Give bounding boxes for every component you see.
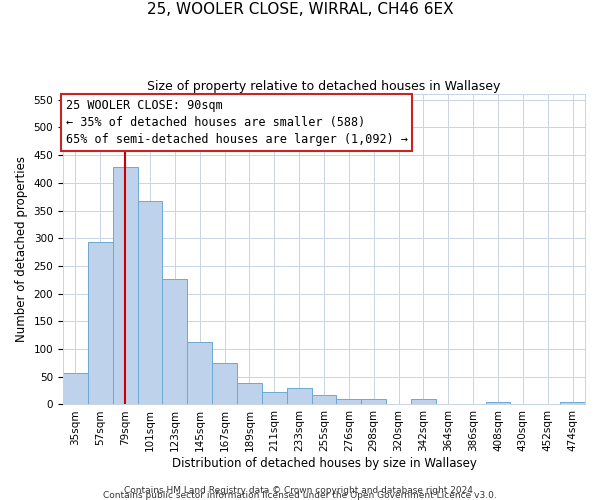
X-axis label: Distribution of detached houses by size in Wallasey: Distribution of detached houses by size … bbox=[172, 457, 476, 470]
Title: Size of property relative to detached houses in Wallasey: Size of property relative to detached ho… bbox=[148, 80, 501, 93]
Bar bbox=[361, 399, 386, 404]
Bar bbox=[237, 384, 262, 404]
Text: Contains public sector information licensed under the Open Government Licence v3: Contains public sector information licen… bbox=[103, 490, 497, 500]
Text: 25, WOOLER CLOSE, WIRRAL, CH46 6EX: 25, WOOLER CLOSE, WIRRAL, CH46 6EX bbox=[146, 2, 454, 18]
Y-axis label: Number of detached properties: Number of detached properties bbox=[15, 156, 28, 342]
Bar bbox=[212, 363, 237, 405]
Text: Contains HM Land Registry data © Crown copyright and database right 2024.: Contains HM Land Registry data © Crown c… bbox=[124, 486, 476, 495]
Bar bbox=[337, 399, 361, 404]
Bar bbox=[137, 200, 163, 404]
Bar bbox=[88, 242, 113, 404]
Bar bbox=[63, 373, 88, 404]
Bar bbox=[262, 392, 287, 404]
Bar bbox=[113, 168, 137, 404]
Bar bbox=[163, 279, 187, 404]
Text: 25 WOOLER CLOSE: 90sqm
← 35% of detached houses are smaller (588)
65% of semi-de: 25 WOOLER CLOSE: 90sqm ← 35% of detached… bbox=[65, 99, 407, 146]
Bar bbox=[485, 402, 511, 404]
Bar bbox=[560, 402, 585, 404]
Bar bbox=[411, 399, 436, 404]
Bar bbox=[287, 388, 311, 404]
Bar bbox=[187, 342, 212, 404]
Bar bbox=[311, 395, 337, 404]
